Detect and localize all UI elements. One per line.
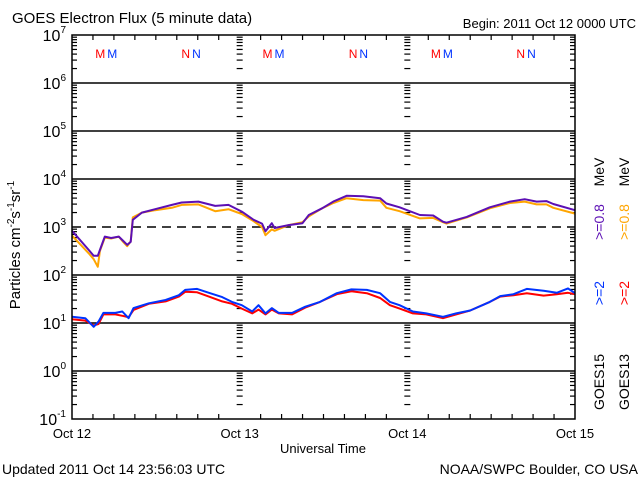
- legend-goes15-sat: GOES15: [591, 354, 607, 410]
- y-tick-label: 107: [43, 25, 67, 45]
- x-tick-label: Oct 12: [53, 426, 91, 441]
- legend-goes15-2mev: >=2: [591, 281, 607, 305]
- legend-goes13-unit: MeV: [616, 157, 632, 186]
- y-tick-label: 101: [43, 313, 67, 333]
- local-time-marker: M: [443, 47, 453, 61]
- local-time-marker: N: [181, 47, 190, 61]
- legend-goes15-08mev: >=0.8: [591, 204, 607, 240]
- plot-frame: [71, 34, 576, 420]
- y-tick-label: 105: [43, 121, 67, 141]
- y-tick-label: 100: [43, 361, 67, 381]
- y-tick-label: 104: [43, 169, 67, 189]
- x-tick-labels: Oct 12 Oct 13 Oct 14 Oct 15: [53, 426, 594, 441]
- legend-goes13-08mev: >=0.8: [616, 204, 632, 240]
- legend-goes15: GOES15 >=2 >=0.8 MeV: [591, 157, 607, 410]
- credit: NOAA/SWPC Boulder, CO USA: [440, 461, 639, 477]
- legend-goes13-2mev: >=2: [616, 281, 632, 305]
- begin-time: Begin: 2011 Oct 12 0000 UTC: [463, 16, 636, 31]
- legend-goes13: GOES13 >=2 >=0.8 MeV: [616, 157, 632, 410]
- local-time-marker: M: [263, 47, 273, 61]
- local-time-marker: M: [107, 47, 117, 61]
- local-time-marker: N: [527, 47, 536, 61]
- local-time-marker: M: [275, 47, 285, 61]
- grid: [72, 35, 575, 419]
- x-tick-label: Oct 13: [221, 426, 259, 441]
- local-time-marker: M: [95, 47, 105, 61]
- x-tick-label: Oct 15: [556, 426, 594, 441]
- series-lines: [71, 194, 576, 328]
- legend-goes13-sat: GOES13: [616, 354, 632, 410]
- y-tick-label: 10-1: [39, 409, 66, 429]
- legend-goes15-unit: MeV: [591, 157, 607, 186]
- y-tick-label: 103: [43, 217, 67, 237]
- local-time-marker: N: [516, 47, 525, 61]
- local-time-marker: M: [431, 47, 441, 61]
- x-tick-label: Oct 14: [388, 426, 426, 441]
- series-goes15-2-mev: [71, 287, 576, 328]
- local-time-marker: N: [349, 47, 358, 61]
- local-time-marker: N: [359, 47, 368, 61]
- y-tick-label: 106: [43, 73, 67, 93]
- updated-timestamp: Updated 2011 Oct 14 23:56:03 UTC: [2, 461, 225, 477]
- series-goes15-0-8-mev: [71, 194, 576, 257]
- local-time-marker: N: [192, 47, 201, 61]
- y-axis-label: Particles cm-2s-1sr-1: [6, 180, 24, 309]
- y-tick-label: 102: [43, 265, 67, 285]
- x-axis-label: Universal Time: [280, 441, 366, 456]
- y-tick-labels: 107 106 105 104 103 102 101 100 10-1: [39, 25, 66, 429]
- chart-title: GOES Electron Flux (5 minute data): [12, 10, 252, 27]
